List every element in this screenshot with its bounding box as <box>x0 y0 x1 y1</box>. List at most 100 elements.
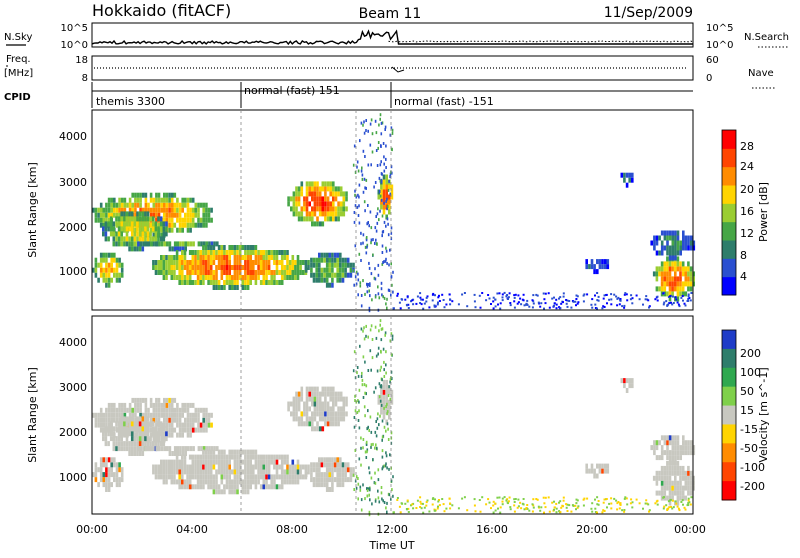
power-cell <box>188 250 192 255</box>
velocity-cell <box>184 427 187 433</box>
power-cell <box>131 207 134 213</box>
power-cell <box>687 298 690 300</box>
power-cell <box>390 293 392 297</box>
velocity-cell <box>162 431 166 437</box>
velocity-cell <box>299 464 302 470</box>
power-cell <box>178 227 182 233</box>
power-cell <box>392 307 395 310</box>
power-cell <box>189 222 192 228</box>
power-cell <box>668 266 672 272</box>
velocity-cell <box>204 469 208 475</box>
power-cell <box>399 307 402 310</box>
velocity-cell <box>246 474 250 480</box>
velocity-cell <box>113 402 116 408</box>
power-cell <box>339 206 343 212</box>
velocity-cell <box>157 474 160 480</box>
power-cell <box>341 272 345 278</box>
velocity-cell <box>265 459 268 465</box>
velocity-cell <box>231 484 234 490</box>
velocity-cell <box>519 501 522 504</box>
power-cell <box>531 306 534 309</box>
velocity-cell <box>594 507 597 510</box>
power-cell <box>366 245 368 249</box>
velocity-cell <box>325 467 329 473</box>
power-cell <box>496 292 499 295</box>
velocity-cell <box>443 510 446 513</box>
velocity-cell <box>123 402 127 408</box>
velocity-cell <box>191 484 195 490</box>
velocity-cell <box>254 449 258 455</box>
power-cell <box>386 205 389 208</box>
power-cell <box>204 250 208 255</box>
power-cell <box>288 260 292 265</box>
power-cell <box>283 250 287 255</box>
velocity-cell <box>663 470 667 476</box>
power-cell <box>99 262 103 268</box>
power-cell <box>115 236 118 242</box>
power-cell <box>110 202 113 208</box>
power-cell <box>329 206 332 212</box>
velocity-cell <box>128 426 131 432</box>
power-cell <box>244 250 247 255</box>
velocity-cell <box>231 479 234 485</box>
velocity-cell <box>109 436 113 442</box>
power-cell <box>278 250 281 255</box>
velocity-cell <box>385 379 388 385</box>
power-cell <box>318 262 321 268</box>
velocity-cell <box>246 454 250 460</box>
velocity-cell <box>316 391 319 397</box>
velocity-cell <box>391 488 393 492</box>
velocity-cell <box>315 477 318 483</box>
power-cell <box>139 192 142 198</box>
velocity-cell <box>656 503 659 506</box>
power-cell <box>357 272 359 276</box>
velocity-cell <box>117 431 121 437</box>
velocity-cell <box>210 446 214 452</box>
power-cell <box>412 303 415 306</box>
power-cell <box>374 226 377 230</box>
velocity-cell <box>280 479 284 485</box>
velocity-cell <box>99 472 103 478</box>
power-cell <box>318 257 321 263</box>
power-cell <box>660 266 664 272</box>
velocity-cell <box>238 454 242 460</box>
velocity-cell <box>676 440 680 446</box>
power-cell <box>99 207 103 213</box>
velocity-cell <box>311 386 314 392</box>
power-cell <box>596 307 598 310</box>
velocity-cell <box>333 467 337 473</box>
velocity-cell <box>324 386 327 392</box>
velocity-cell <box>548 510 551 513</box>
power-cell <box>246 270 250 275</box>
freq-tick-high: 18 <box>75 55 88 66</box>
velocity-cell <box>207 484 210 490</box>
velocity-cell <box>192 446 195 452</box>
velocity-cell <box>367 335 369 339</box>
power-cell <box>146 231 150 237</box>
velocity-cell <box>189 422 192 428</box>
power-cell <box>217 280 221 285</box>
velocity-cell <box>212 484 216 490</box>
power-cell <box>205 207 208 213</box>
power-cell <box>152 207 156 213</box>
power-cell <box>344 262 347 268</box>
power-cell <box>575 294 578 297</box>
velocity-cell <box>339 416 343 422</box>
velocity-cell <box>382 499 384 503</box>
power-cell <box>149 197 153 203</box>
power-cell <box>138 236 142 242</box>
power-cell <box>139 241 143 247</box>
velocity-cell <box>473 498 476 501</box>
velocity-cell <box>149 432 153 438</box>
power-cell <box>326 201 330 207</box>
power-cell <box>375 215 377 218</box>
velocity-cell <box>295 401 298 407</box>
power-cell <box>553 296 555 299</box>
power-cell <box>362 279 364 283</box>
velocity-cell <box>358 457 361 461</box>
power-cell <box>358 204 360 208</box>
power-cell <box>667 303 670 306</box>
power-cell <box>294 260 297 265</box>
power-cell <box>345 196 348 202</box>
velocity-cell <box>662 507 665 510</box>
